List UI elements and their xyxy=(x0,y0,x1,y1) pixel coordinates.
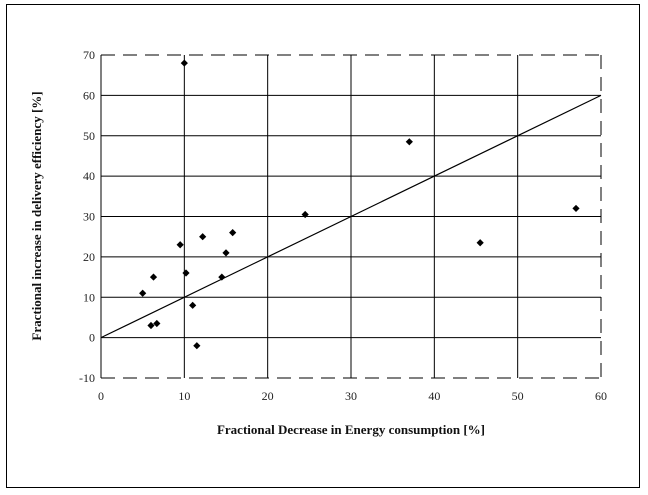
plot-area-border xyxy=(100,54,602,379)
y-tick-label: 50 xyxy=(83,129,95,143)
y-axis-tick-labels: -10 0 10 20 30 40 50 60 70 xyxy=(79,48,95,385)
y-tick-label: 20 xyxy=(83,250,95,264)
x-tick-label: 0 xyxy=(98,389,104,403)
data-point xyxy=(180,59,188,67)
data-point xyxy=(229,229,237,237)
data-point xyxy=(149,273,158,281)
x-axis-tick-labels: 0 10 20 30 40 50 60 xyxy=(98,389,607,403)
x-tick-label: 30 xyxy=(345,389,357,403)
y-tick-label: 40 xyxy=(83,169,95,183)
data-point xyxy=(176,241,184,249)
x-axis-title: Fractional Decrease in Energy consumptio… xyxy=(217,422,485,437)
data-point xyxy=(476,239,484,247)
x-tick-label: 10 xyxy=(178,389,190,403)
y-tick-label: 0 xyxy=(89,331,95,345)
data-point xyxy=(153,319,161,328)
x-tick-label: 50 xyxy=(512,389,524,403)
trendline xyxy=(100,94,602,339)
y-tick-label: -10 xyxy=(79,371,95,385)
y-tick-label: 30 xyxy=(83,210,95,224)
y-axis-title: Fractional increase in delivery efficien… xyxy=(29,91,44,340)
data-point xyxy=(139,289,147,297)
data-point xyxy=(199,233,207,241)
data-point xyxy=(193,342,201,350)
data-point xyxy=(405,138,413,146)
data-point xyxy=(218,273,226,281)
x-tick-label: 40 xyxy=(428,389,440,403)
chart-frame xyxy=(6,4,640,488)
data-point xyxy=(301,210,309,219)
data-point xyxy=(222,249,230,257)
data-points xyxy=(139,59,580,350)
x-tick-label: 60 xyxy=(595,389,607,403)
y-tick-label: 70 xyxy=(83,48,95,62)
y-tick-label: 10 xyxy=(83,290,95,304)
y-tick-label: 60 xyxy=(83,88,95,102)
data-point xyxy=(182,269,190,277)
data-point xyxy=(147,321,155,330)
trendline-layer xyxy=(100,94,602,339)
x-tick-label: 20 xyxy=(262,389,274,403)
data-point xyxy=(572,204,580,213)
data-point xyxy=(189,301,197,309)
